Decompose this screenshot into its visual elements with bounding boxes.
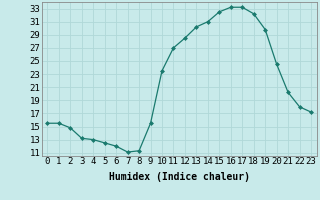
X-axis label: Humidex (Indice chaleur): Humidex (Indice chaleur) — [109, 172, 250, 182]
